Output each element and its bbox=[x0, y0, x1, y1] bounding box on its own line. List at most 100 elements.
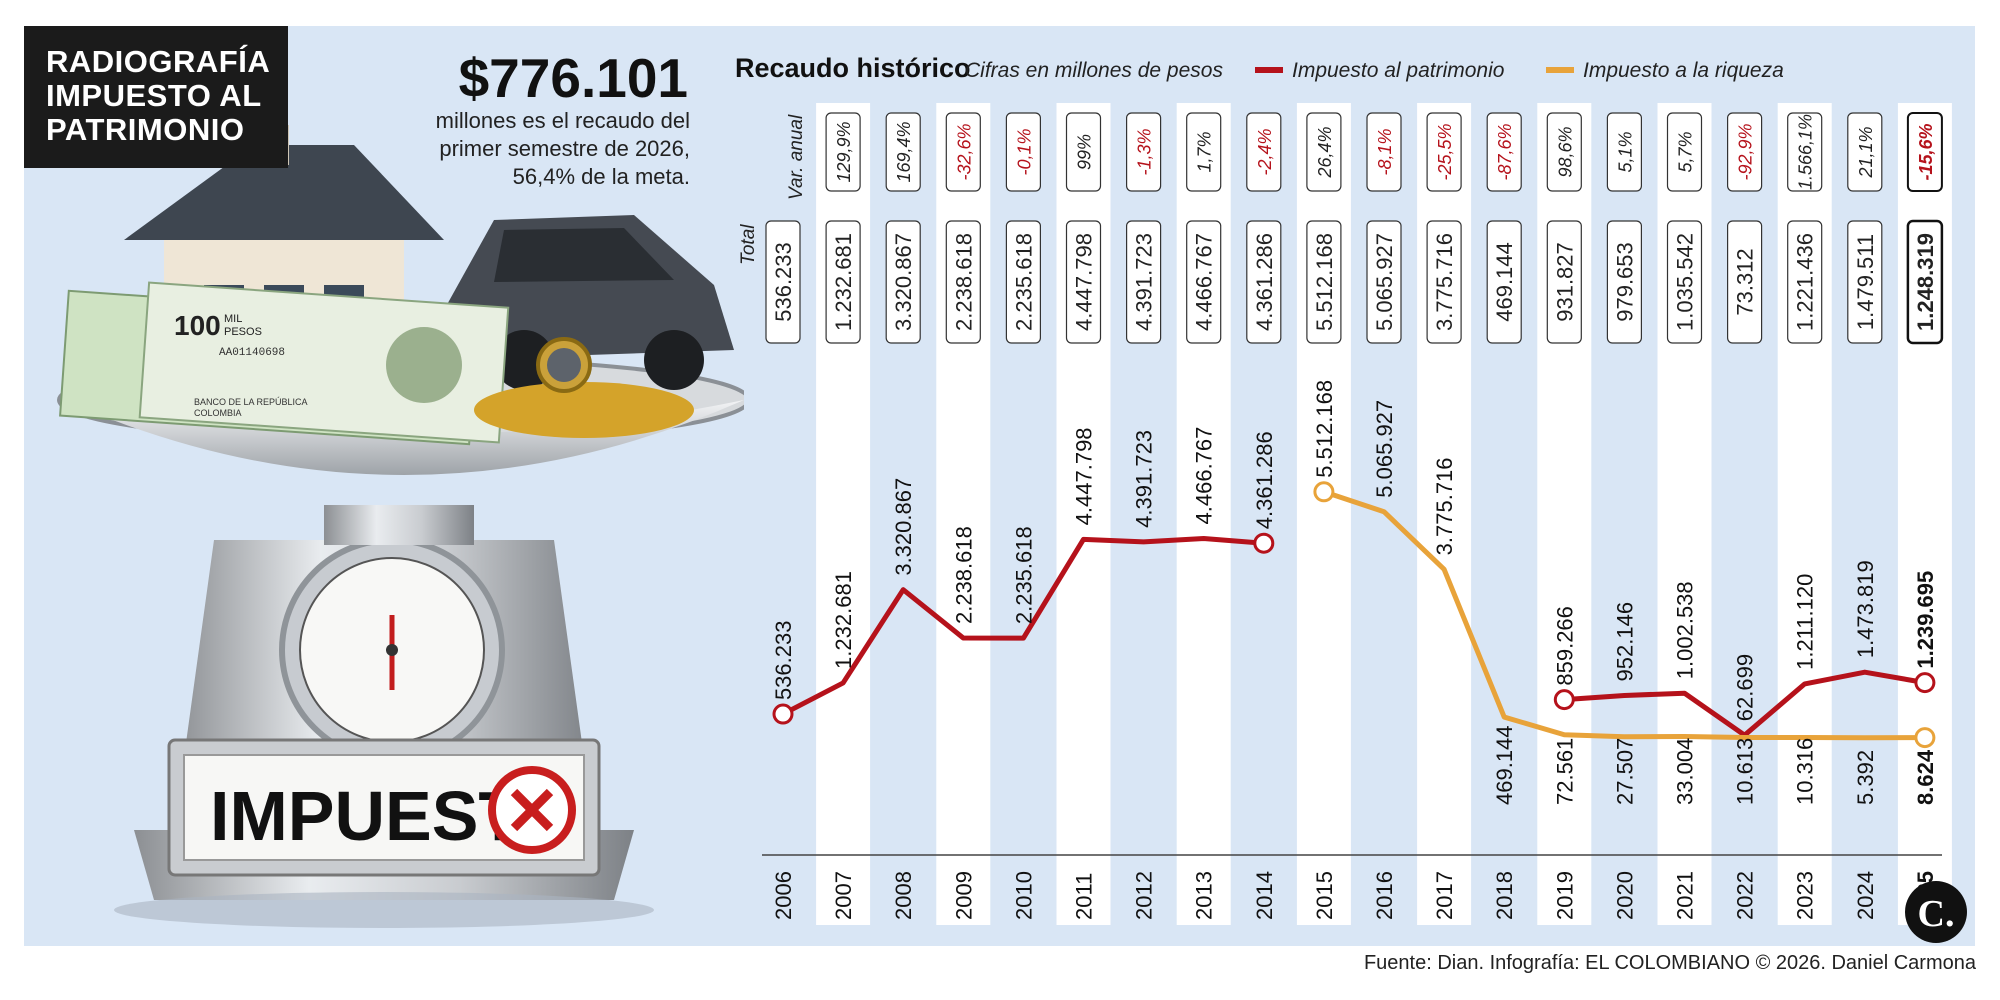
banknote-pesos: PESOS bbox=[224, 326, 262, 338]
series-line-patrimonio bbox=[781, 535, 1264, 717]
total-box bbox=[1787, 220, 1823, 344]
data-label: 4.466.767 bbox=[1192, 427, 1217, 525]
variation-label: 129,9% bbox=[834, 121, 854, 182]
x-tick-labels: 2006 2007 2008 2009 2010 2011 2012 2013 2014 2015… bbox=[771, 871, 1938, 920]
banknote-mil: MIL bbox=[224, 313, 242, 325]
x-tick-label: 2013 bbox=[1192, 871, 1217, 920]
data-label: 4.391.723 bbox=[1132, 430, 1157, 528]
total-box bbox=[1125, 220, 1162, 344]
x-tick-label: 2015 bbox=[1312, 871, 1337, 920]
headline-text-1: millones es el recaudo del bbox=[435, 108, 690, 133]
total-box bbox=[825, 220, 861, 344]
variation-box bbox=[825, 112, 861, 192]
x-tick-label: 2016 bbox=[1372, 871, 1397, 920]
legend-label-patrimonio: Impuesto al patrimonio bbox=[1292, 59, 1505, 82]
value-boxes: 536.233 129,9% 1.232.681 169,4% 3.320.867 -32… bbox=[765, 112, 1944, 345]
x-tick-label: 2007 bbox=[831, 871, 856, 920]
logo-text: C. bbox=[1918, 893, 1955, 935]
variation-box bbox=[1666, 112, 1703, 192]
total-label: 4.361.286 bbox=[1252, 233, 1277, 331]
variation-label: -92,9% bbox=[1736, 123, 1756, 180]
x-tick-label: 2023 bbox=[1793, 871, 1818, 920]
total-box bbox=[1246, 220, 1282, 344]
variation-box bbox=[1366, 112, 1402, 192]
car-icon bbox=[444, 215, 734, 390]
series-point bbox=[1914, 727, 1936, 749]
title-line-2: IMPUESTO AL bbox=[46, 78, 262, 113]
variation-label: 99% bbox=[1075, 134, 1095, 170]
variation-box bbox=[1005, 112, 1042, 192]
variation-label: -0,1% bbox=[1014, 128, 1034, 175]
variation-label: 5,7% bbox=[1676, 131, 1696, 172]
data-label: 1.211.120 bbox=[1793, 574, 1818, 670]
total-box bbox=[1906, 219, 1944, 345]
data-label: 2.235.618 bbox=[1011, 526, 1036, 624]
banknote-denomination: 100 bbox=[174, 310, 221, 341]
variation-box bbox=[1606, 112, 1643, 192]
data-label: 33.004 bbox=[1673, 738, 1698, 805]
x-tick-label: 2012 bbox=[1132, 871, 1157, 920]
total-label: 73.312 bbox=[1733, 248, 1758, 315]
scale-illustration: IMPUESTO bbox=[57, 125, 744, 928]
impuesto-sign: IMPUESTO bbox=[167, 738, 601, 877]
total-box bbox=[1366, 220, 1402, 344]
variation-label: 26,4% bbox=[1315, 126, 1335, 178]
data-label: 62.699 bbox=[1733, 654, 1758, 721]
variation-label: -87,6% bbox=[1495, 123, 1515, 180]
data-label: 5.392 bbox=[1853, 750, 1878, 805]
variation-box bbox=[1726, 112, 1763, 192]
variation-label: -8,1% bbox=[1375, 128, 1395, 175]
x-tick-label: 2008 bbox=[891, 871, 916, 920]
total-box bbox=[1186, 220, 1222, 344]
variation-box bbox=[1847, 112, 1883, 192]
data-label: 10.316 bbox=[1793, 738, 1818, 805]
variation-box bbox=[1906, 112, 1943, 192]
banknote-serial: AA01140698 bbox=[219, 347, 285, 359]
series-point bbox=[1313, 481, 1335, 503]
variation-label: 1,7% bbox=[1195, 131, 1215, 172]
variation-label: -1,3% bbox=[1135, 128, 1155, 175]
variation-box bbox=[1426, 112, 1462, 192]
data-label: 952.146 bbox=[1612, 602, 1637, 682]
source-note: Fuente: Dian. Infografía: EL COLOMBIANO … bbox=[1363, 952, 1976, 974]
variation-label: 1.566,1% bbox=[1796, 114, 1816, 190]
banknote-bank: BANCO DE LA REPÚBLICA bbox=[194, 397, 308, 407]
headline-text-2: primer semestre de 2026, bbox=[439, 136, 690, 161]
total-label: 2.235.618 bbox=[1011, 233, 1036, 331]
title-box: RADIOGRAFÍA IMPUESTO AL PATRIMONIO bbox=[24, 26, 288, 168]
series-point bbox=[1914, 672, 1936, 694]
data-label: 1.002.538 bbox=[1673, 581, 1698, 679]
total-box bbox=[1726, 220, 1763, 344]
series-point bbox=[772, 703, 794, 725]
banknote-stack: 100 MIL PESOS AA01140698 BANCO DE LA REP… bbox=[59, 281, 510, 446]
series-point bbox=[1553, 689, 1575, 711]
chart-header: Recaudo histórico Cifras en millones de … bbox=[735, 53, 1784, 83]
total-label: 3.775.716 bbox=[1432, 233, 1457, 331]
total-label: 979.653 bbox=[1612, 242, 1637, 322]
x-tick-label: 2021 bbox=[1673, 871, 1698, 920]
variation-label: -32,6% bbox=[954, 123, 974, 180]
total-label: 1.221.436 bbox=[1793, 233, 1818, 331]
variation-label: 21,1% bbox=[1856, 126, 1876, 178]
total-box bbox=[1546, 220, 1582, 344]
data-label: 469.144 bbox=[1492, 725, 1517, 805]
x-tick-label: 2011 bbox=[1072, 873, 1097, 920]
x-tick-label: 2009 bbox=[951, 871, 976, 920]
x-tick-label: 2024 bbox=[1853, 871, 1878, 920]
variation-box bbox=[1486, 112, 1522, 192]
variation-label: -2,4% bbox=[1255, 128, 1275, 175]
data-label: 1.232.681 bbox=[831, 571, 856, 669]
total-box bbox=[1005, 220, 1042, 344]
total-box bbox=[885, 220, 921, 344]
total-label: 5.065.927 bbox=[1372, 233, 1397, 331]
data-label: 1.239.695 bbox=[1913, 571, 1938, 669]
total-label: 4.466.767 bbox=[1192, 233, 1217, 331]
total-box bbox=[1606, 220, 1643, 344]
variation-box bbox=[945, 112, 981, 192]
year-stripes bbox=[756, 103, 1952, 925]
series-point bbox=[1253, 532, 1275, 554]
variation-label: 98,6% bbox=[1555, 126, 1575, 177]
data-label: 10.613 bbox=[1733, 738, 1758, 805]
